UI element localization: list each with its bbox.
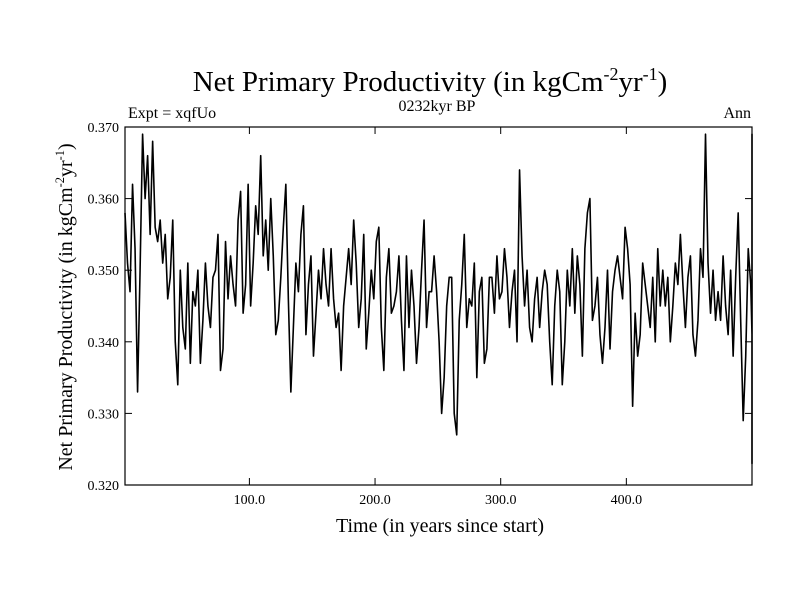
y-tick-label: 0.320 <box>88 479 120 494</box>
subtitle-season: Ann <box>723 105 751 122</box>
x-axis-title: Time (in years since start) <box>336 515 544 537</box>
y-tick-label: 0.350 <box>88 264 120 279</box>
chart-title: Net Primary Productivity (in kgCm-2yr-1) <box>193 64 668 98</box>
x-tick-label: 200.0 <box>359 493 391 508</box>
y-axis-title: Net Primary Productivity (in kgCm-2yr-1) <box>53 143 77 470</box>
subtitle-period: 0232kyr BP <box>399 98 476 115</box>
y-tick-label: 0.370 <box>88 121 120 136</box>
y-tick-label: 0.340 <box>88 336 120 351</box>
x-tick-label: 400.0 <box>611 493 643 508</box>
axis-tick-labels: 0.320 0.330 0.340 0.350 0.360 0.370 100.0 200.0… <box>88 121 643 508</box>
y-tick-label: 0.330 <box>88 407 120 422</box>
plot-frame <box>124 126 753 486</box>
x-tick-label: 100.0 <box>234 493 266 508</box>
y-tick-label: 0.360 <box>88 193 120 208</box>
x-tick-label: 300.0 <box>485 493 517 508</box>
subtitle-experiment: Expt = xqfUo <box>128 105 216 122</box>
